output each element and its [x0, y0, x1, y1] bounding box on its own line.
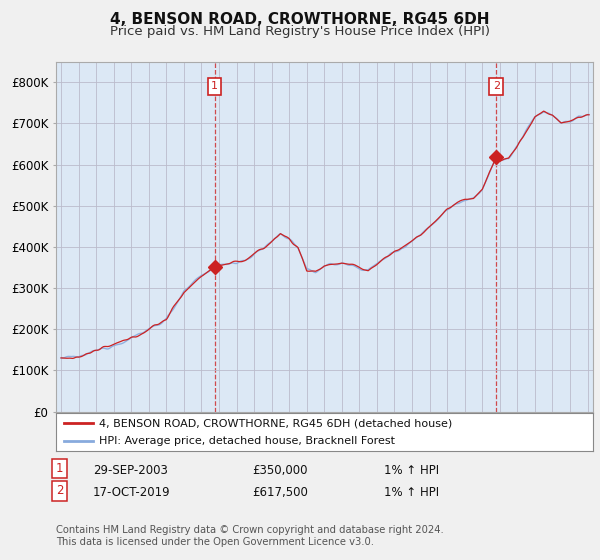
Text: 1% ↑ HPI: 1% ↑ HPI — [384, 486, 439, 499]
Text: £350,000: £350,000 — [252, 464, 308, 477]
Text: 2: 2 — [493, 81, 500, 91]
Text: 1: 1 — [211, 81, 218, 91]
Text: 17-OCT-2019: 17-OCT-2019 — [93, 486, 170, 499]
Text: 2: 2 — [56, 484, 64, 497]
Text: 4, BENSON ROAD, CROWTHORNE, RG45 6DH (detached house): 4, BENSON ROAD, CROWTHORNE, RG45 6DH (de… — [99, 418, 452, 428]
Text: 29-SEP-2003: 29-SEP-2003 — [93, 464, 168, 477]
Text: 1% ↑ HPI: 1% ↑ HPI — [384, 464, 439, 477]
Text: 1: 1 — [56, 462, 64, 475]
Text: 4, BENSON ROAD, CROWTHORNE, RG45 6DH: 4, BENSON ROAD, CROWTHORNE, RG45 6DH — [110, 12, 490, 27]
Text: Price paid vs. HM Land Registry's House Price Index (HPI): Price paid vs. HM Land Registry's House … — [110, 25, 490, 38]
Text: Contains HM Land Registry data © Crown copyright and database right 2024.
This d: Contains HM Land Registry data © Crown c… — [56, 525, 443, 547]
Text: £617,500: £617,500 — [252, 486, 308, 499]
Text: HPI: Average price, detached house, Bracknell Forest: HPI: Average price, detached house, Brac… — [99, 436, 395, 446]
